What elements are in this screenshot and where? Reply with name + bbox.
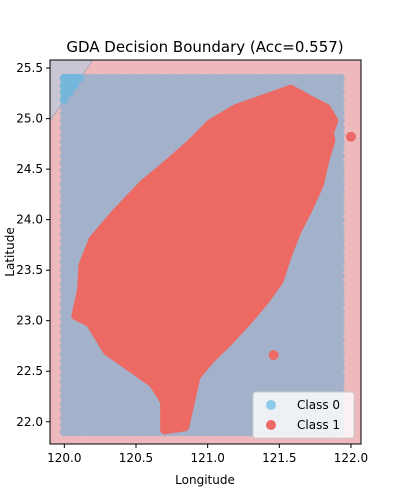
y-tick-label: 22.5 xyxy=(16,364,43,378)
class-0-points-region-0 xyxy=(59,73,84,104)
x-tick-label: 121.5 xyxy=(262,451,296,465)
x-tick-label: 121.0 xyxy=(190,451,224,465)
plot-area xyxy=(50,60,361,444)
y-tick-label: 23.5 xyxy=(16,263,43,277)
x-tick-label: 120.5 xyxy=(119,451,153,465)
legend-label-class-1: Class 1 xyxy=(297,418,340,432)
class-1-outlier-point xyxy=(268,350,279,361)
x-tick-label: 120.0 xyxy=(47,451,81,465)
y-tick-label: 24.0 xyxy=(16,213,43,227)
chart-title: GDA Decision Boundary (Acc=0.557) xyxy=(66,38,343,56)
x-axis-label: Longitude xyxy=(175,473,235,487)
plot-frame xyxy=(49,59,362,445)
class-1-outlier-point xyxy=(345,131,356,142)
x-tick-label: 122.0 xyxy=(334,451,368,465)
class-1-points xyxy=(71,84,339,435)
y-tick-label: 25.0 xyxy=(16,112,43,126)
x-axis: 120.0 120.5 121.0 121.5 122.0 xyxy=(47,444,368,465)
y-tick-label: 25.5 xyxy=(16,61,43,75)
legend: Class 0 Class 1 xyxy=(252,391,355,439)
y-tick-label: 23.0 xyxy=(16,314,43,328)
y-axis: 22.0 22.5 23.0 23.5 24.0 24.5 25.0 25.5 xyxy=(16,61,50,429)
legend-label-class-0: Class 0 xyxy=(297,398,340,412)
legend-marker-class-0 xyxy=(266,400,276,410)
legend-box xyxy=(252,391,355,439)
legend-marker-class-1 xyxy=(266,420,276,430)
y-tick-label: 24.5 xyxy=(16,162,43,176)
y-axis-label: Latitude xyxy=(3,227,17,276)
y-tick-label: 22.0 xyxy=(16,415,43,429)
